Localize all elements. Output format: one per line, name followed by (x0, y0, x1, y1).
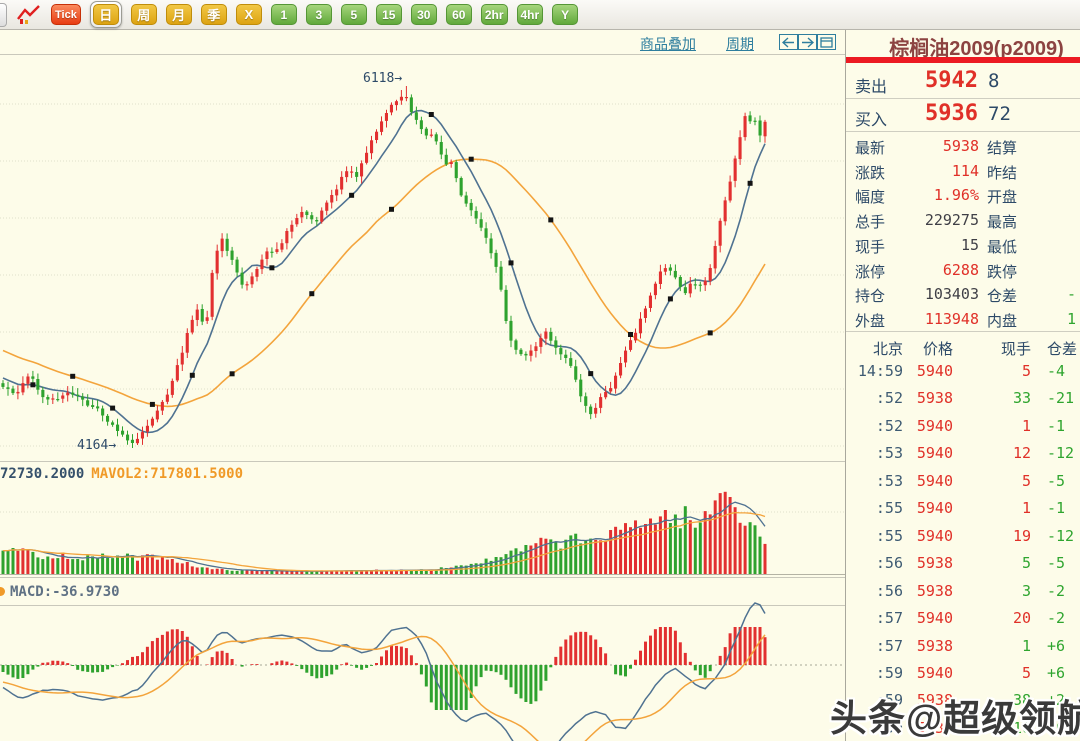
tape-row: :56 5938 3 -2 (875, 581, 1066, 600)
toolbar-button-X[interactable]: X (235, 4, 262, 25)
high-price-label: 6118→ (363, 71, 403, 86)
macd-bullet-icon (0, 587, 5, 596)
toolbar-button-5[interactable]: 5 (340, 4, 367, 25)
bid-row: 买入 5936 72 (846, 99, 1080, 131)
tape-row: :52 5938 33 -21 (875, 389, 1075, 408)
tape-row: :00 5938 10 -6 (875, 718, 1066, 737)
price-chart[interactable]: 6118→ 4164→ 72730.2000 MAVOL2:717801.5000… (0, 0, 845, 741)
tape-row: :55 5940 19 -12 (875, 526, 1075, 545)
tape-row: :59 5938 38 +2 (875, 691, 1066, 710)
toolbar-button-季[interactable]: 季 (200, 4, 227, 25)
mini-chart-icon[interactable] (16, 4, 42, 26)
ask-row: 卖出 5942 8 (846, 66, 1080, 98)
tape-row: 14:59 5940 5 -4 (857, 362, 1066, 380)
quote-row-现手: 现手 15 最低 (855, 235, 1018, 256)
toolbar-button-2hr[interactable]: 2hr (480, 4, 508, 25)
tape-row: :55 5940 1 -1 (875, 499, 1066, 518)
quote-panel: 棕榈油2009(p2009) 卖出 5942 8 买入 5936 72 最新 59… (845, 30, 1080, 741)
contract-title: 棕榈油2009(p2009) (889, 38, 1064, 60)
toolbar-button-月[interactable]: 月 (165, 4, 192, 25)
tape-row: :53 5940 5 -5 (875, 471, 1066, 490)
split-window-icon[interactable] (817, 34, 836, 50)
bid-label: 买入 (855, 112, 888, 129)
title-accent-bar (846, 57, 1080, 63)
bid-price: 5936 (925, 101, 978, 126)
toolbar-button-60[interactable]: 60 (445, 4, 472, 25)
prev-arrow-icon[interactable] (779, 34, 798, 50)
toolbar-button-4hr[interactable]: 4hr (516, 4, 544, 25)
period-toolbar: Tick 日周月季 X 1 3 5 15 30 60 2hr 4hr Y (0, 0, 1080, 30)
toolbar-button-3[interactable]: 3 (305, 4, 332, 25)
ask-label: 卖出 (855, 79, 888, 96)
macd-indicator-label: MACD:-36.9730 (10, 584, 120, 600)
toolbar-button-15[interactable]: 15 (375, 4, 402, 25)
tape-row: :59 5940 5 +6 (875, 663, 1066, 682)
overlay-link[interactable]: 商品叠加 (640, 36, 696, 52)
toolbar-button-周[interactable]: 周 (130, 4, 157, 25)
tape-row: :56 5938 5 -5 (875, 554, 1066, 573)
ask-price: 5942 (925, 68, 978, 93)
quote-row-最新: 最新 5938 结算 (855, 137, 1018, 157)
quote-row-外盘: 外盘 113948 内盘 1 (855, 309, 1077, 330)
tape-row: :53 5940 12 -12 (875, 444, 1075, 463)
tape-row: :52 5940 1 -1 (875, 416, 1066, 435)
quote-row-涨跌: 涨跌 114 昨结 (855, 161, 1018, 182)
selected-period-frame: 日 (89, 1, 122, 28)
volume-indicator-label: 72730.2000 MAVOL2:717801.5000 (0, 466, 244, 482)
tape-row: :57 5938 1 +6 (875, 636, 1066, 655)
quote-row-幅度: 幅度 1.96% 开盘 (855, 186, 1018, 207)
next-arrow-icon[interactable] (798, 34, 817, 50)
clipped-toolbar-button[interactable] (0, 2, 7, 27)
quote-row-持仓: 持仓 103403 仓差 - (855, 285, 1077, 306)
quote-row-总手: 总手 229275 最高 (855, 211, 1018, 232)
tape-header: 北京 价格 现手 仓差 (872, 341, 1078, 358)
toolbar-button-日[interactable]: 日 (92, 4, 119, 25)
toolbar-button-30[interactable]: 30 (410, 4, 437, 25)
bid-qty: 72 (988, 103, 1011, 125)
toolbar-button-Y[interactable]: Y (552, 4, 579, 25)
toolbar-button-1[interactable]: 1 (270, 4, 297, 25)
toolbar-button-Tick[interactable]: Tick (51, 4, 81, 25)
tape-row: :57 5940 20 -2 (875, 609, 1066, 628)
ask-qty: 8 (988, 70, 1000, 92)
watermark: 头条@超级领航者 (830, 698, 1080, 739)
low-price-label: 4164→ (77, 438, 117, 453)
quote-row-涨停: 涨停 6288 跌停 (855, 260, 1018, 281)
chart-header-bar: 商品叠加 周期 (0, 30, 845, 55)
period-link[interactable]: 周期 (726, 36, 754, 52)
